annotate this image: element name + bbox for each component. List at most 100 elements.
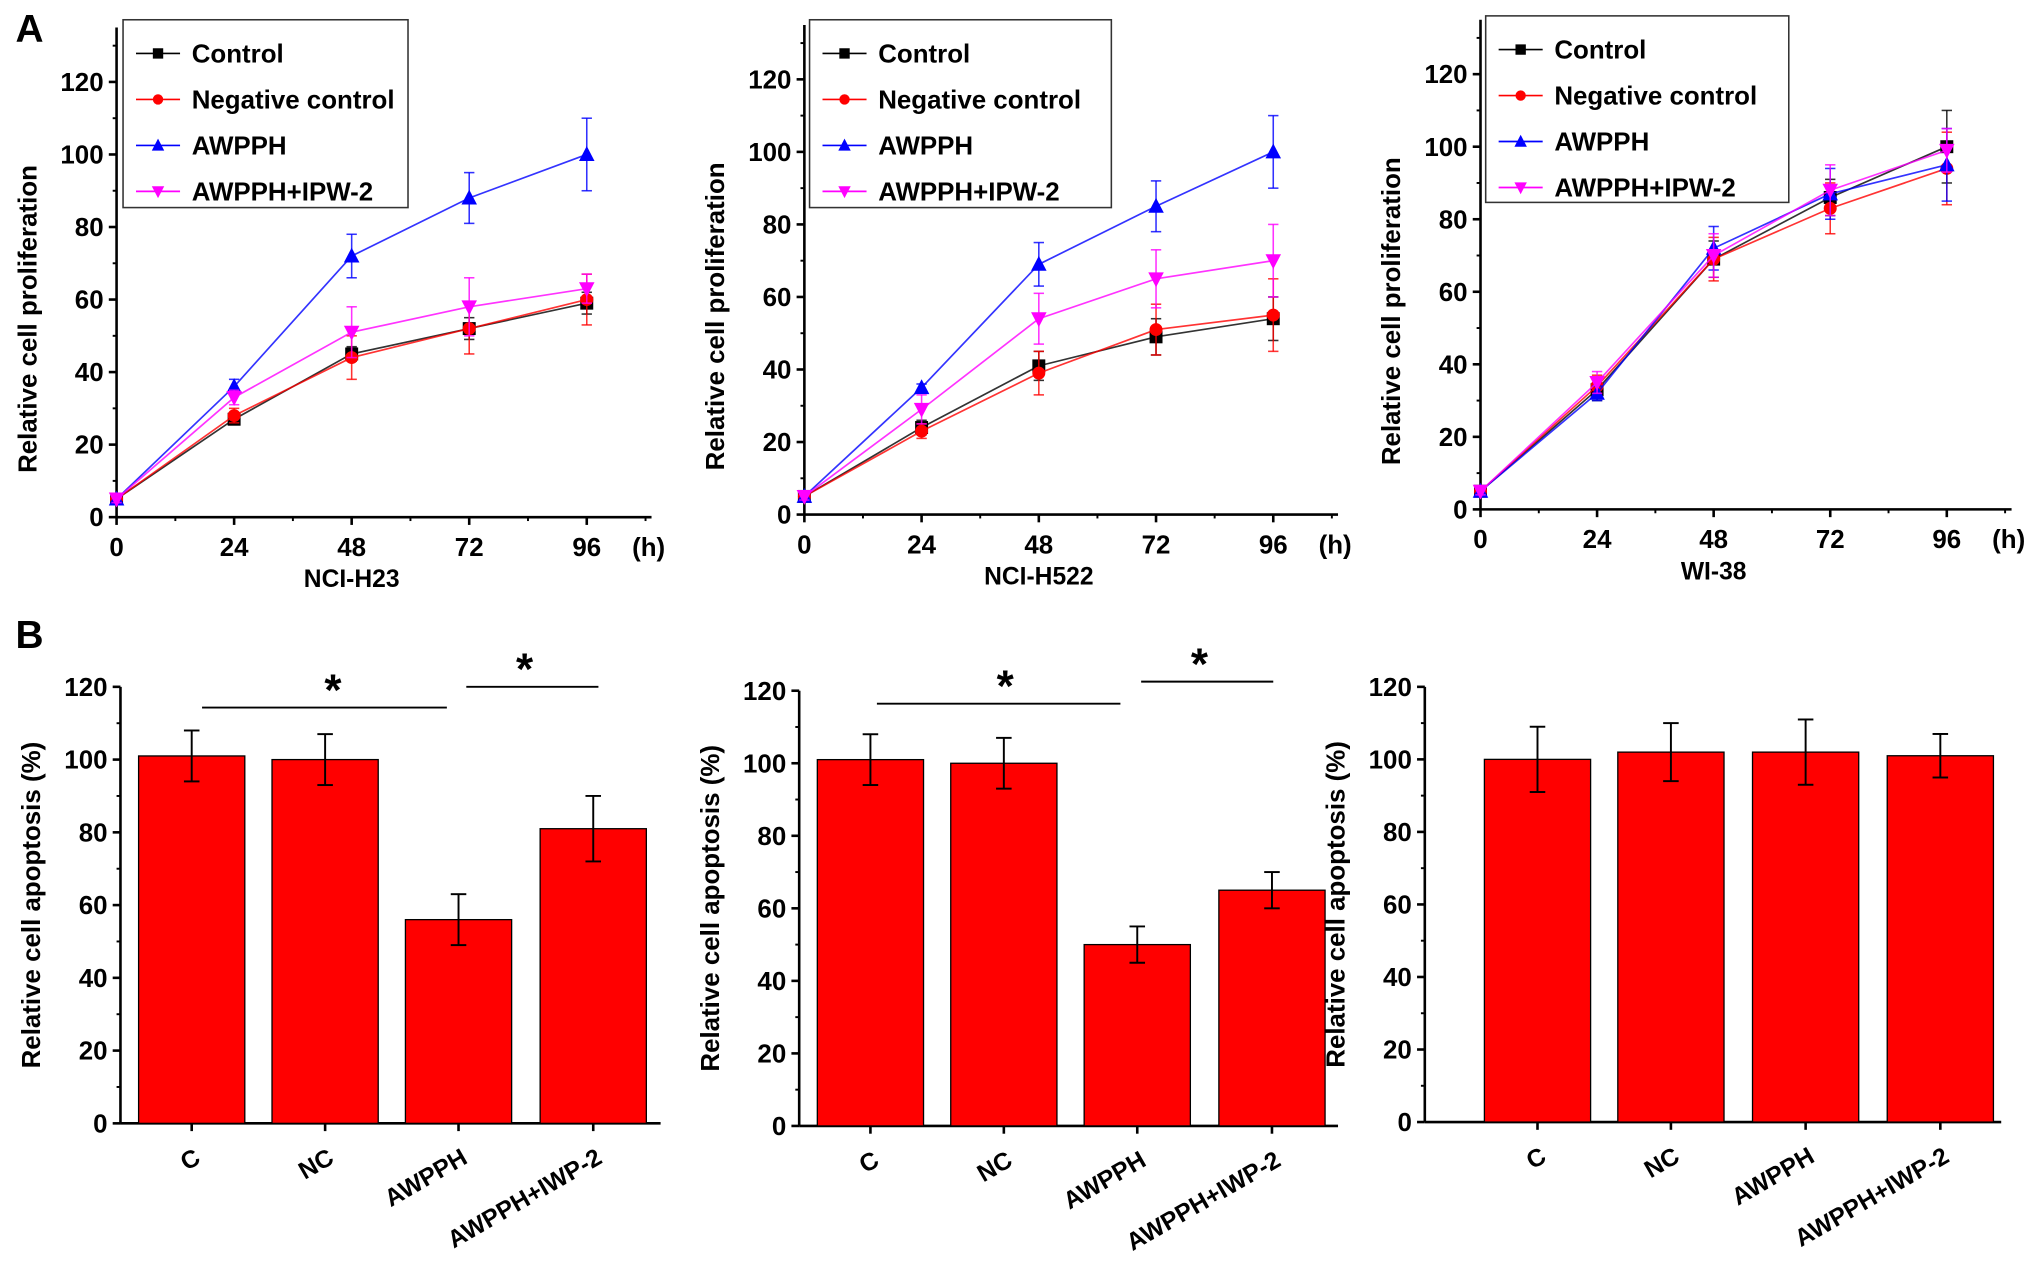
- bar: [137, 755, 246, 1124]
- bar: [539, 828, 647, 1124]
- marker-circle: [1515, 90, 1526, 101]
- line-chart-1: 0 20 40 60 80 100 120 0 24 48 72 96 (h) NCI-H23 Relati…: [14, 18, 665, 593]
- y-tick-label: 0: [1397, 1109, 1411, 1137]
- marker-triangle-up: [1148, 197, 1164, 213]
- y-tick-label: 60: [79, 892, 108, 920]
- x-tick-label: 96: [1932, 526, 1961, 554]
- legend-label: AWPPH+IPW-2: [192, 178, 373, 206]
- legend-label: AWPPH+IPW-2: [1554, 175, 1735, 203]
- x-unit-label: (h): [632, 534, 665, 562]
- y-axis-label: Relative cell proliferation: [702, 162, 730, 470]
- y-tick-label: 80: [75, 214, 104, 242]
- marker-triangle-up: [151, 138, 165, 151]
- series-line: [1479, 164, 1948, 492]
- x-tick-label: 72: [1142, 531, 1171, 559]
- x-tick-label: 24: [220, 534, 249, 562]
- marker-circle: [839, 94, 850, 105]
- x-tick-label: 72: [1816, 526, 1845, 554]
- x-tick-label: C: [176, 1144, 205, 1176]
- marker-circle: [152, 94, 164, 105]
- y-tick-label: 60: [763, 284, 792, 312]
- legend-box: [1484, 15, 1790, 204]
- marker-triangle-down: [1148, 272, 1164, 288]
- x-tick-label: AWPPH: [1059, 1147, 1151, 1216]
- marker-triangle-up: [461, 189, 477, 205]
- bar-chart-2: 0 20 40 60 80 100 120 Relative cell apoptosis (…: [697, 640, 1339, 1256]
- significance-star: *: [1191, 640, 1209, 689]
- series-awpph-ipw-2: [1472, 127, 1955, 500]
- y-tick-label: 120: [60, 69, 103, 97]
- x-tick-label: 48: [1699, 526, 1728, 554]
- legend-label: Negative control: [1554, 83, 1757, 111]
- series-awpph: [796, 114, 1282, 503]
- y-tick-label: 80: [757, 823, 786, 851]
- legend-label: AWPPH+IPW-2: [878, 178, 1059, 206]
- x-tick-label: NC: [973, 1146, 1017, 1187]
- y-tick-label: 100: [1369, 746, 1412, 774]
- y-tick-label: 20: [757, 1040, 786, 1068]
- y-tick-label: 100: [1424, 134, 1467, 162]
- legend: Control Negative control AWPPH AWPPH+IPW-2: [808, 18, 1113, 209]
- x-tick-label: 0: [797, 531, 811, 559]
- bar: [1751, 751, 1860, 1123]
- bar: [950, 762, 1058, 1127]
- y-tick-label: 40: [757, 968, 786, 996]
- significance-star: *: [324, 666, 342, 715]
- y-tick-label: 0: [1453, 496, 1467, 524]
- marker-triangle-up: [1514, 134, 1527, 147]
- marker-triangle-up: [913, 379, 930, 395]
- y-tick-label: 40: [1383, 964, 1412, 992]
- y-tick-label: 0: [93, 1110, 107, 1138]
- marker-circle: [227, 409, 241, 423]
- y-tick-label: 40: [79, 965, 108, 993]
- legend-box: [122, 18, 409, 209]
- marker-square: [839, 48, 850, 59]
- y-axis-label: Relative cell apoptosis (%): [1323, 741, 1351, 1068]
- legend-label: Negative control: [878, 86, 1081, 114]
- series-awpph-ipw-2: [796, 223, 1282, 505]
- bar-chart-3: 0 20 40 60 80 100 120 Relative cell apoptosis (…: [1323, 674, 2002, 1253]
- x-axis-label: NCI-H522: [984, 564, 1093, 591]
- x-tick-label: 24: [1583, 526, 1612, 554]
- y-axis-label: Relative cell proliferation: [1378, 157, 1406, 465]
- marker-triangle-down: [343, 325, 360, 341]
- y-tick-label: 0: [772, 1113, 786, 1141]
- marker-triangle-down: [913, 402, 930, 418]
- x-tick-label: 0: [1473, 526, 1487, 554]
- marker-triangle-down: [578, 282, 595, 298]
- legend-label: Negative control: [192, 86, 395, 114]
- marker-triangle-down: [1472, 484, 1489, 500]
- x-tick-label: 48: [1024, 531, 1053, 559]
- x-tick-label: 48: [337, 534, 366, 562]
- y-tick-label: 100: [748, 139, 791, 167]
- y-tick-label: 40: [1439, 351, 1468, 379]
- y-tick-label: 60: [1383, 892, 1412, 920]
- bar-chart-1: 0 20 40 60 80 100 120 Relative cell apoptosis (…: [18, 645, 661, 1254]
- marker-circle: [915, 424, 929, 438]
- y-tick-label: 120: [64, 674, 107, 702]
- y-tick-label: 80: [1439, 206, 1468, 234]
- series-awpph-ipw-2: [108, 273, 595, 508]
- marker-triangle-down: [461, 300, 477, 316]
- x-axis-label: WI-38: [1681, 558, 1747, 585]
- marker-circle: [1149, 323, 1163, 337]
- marker-triangle-up: [1265, 143, 1282, 159]
- y-tick-label: 120: [743, 678, 786, 706]
- x-tick-label: 96: [572, 534, 601, 562]
- y-tick-label: 0: [777, 502, 791, 530]
- marker-triangle-down: [1589, 375, 1605, 391]
- marker-triangle-up: [578, 146, 595, 161]
- x-tick-label: C: [1522, 1143, 1551, 1175]
- y-tick-label: 100: [64, 747, 107, 775]
- marker-triangle-up: [838, 138, 851, 151]
- line-chart-3: 0 20 40 60 80 100 120 0 24 48 72 96 (h) WI-38 Relative…: [1378, 15, 2025, 585]
- x-tick-label: AWPPH: [380, 1144, 472, 1213]
- legend-label: AWPPH: [1554, 129, 1649, 157]
- x-tick-label: NC: [1640, 1143, 1684, 1184]
- y-tick-label: 40: [75, 359, 104, 387]
- marker-triangle-down: [1705, 249, 1722, 264]
- legend: Control Negative control AWPPH AWPPH+IPW-2: [122, 18, 409, 209]
- y-tick-label: 100: [60, 142, 103, 170]
- x-axis-label: NCI-H23: [304, 566, 400, 593]
